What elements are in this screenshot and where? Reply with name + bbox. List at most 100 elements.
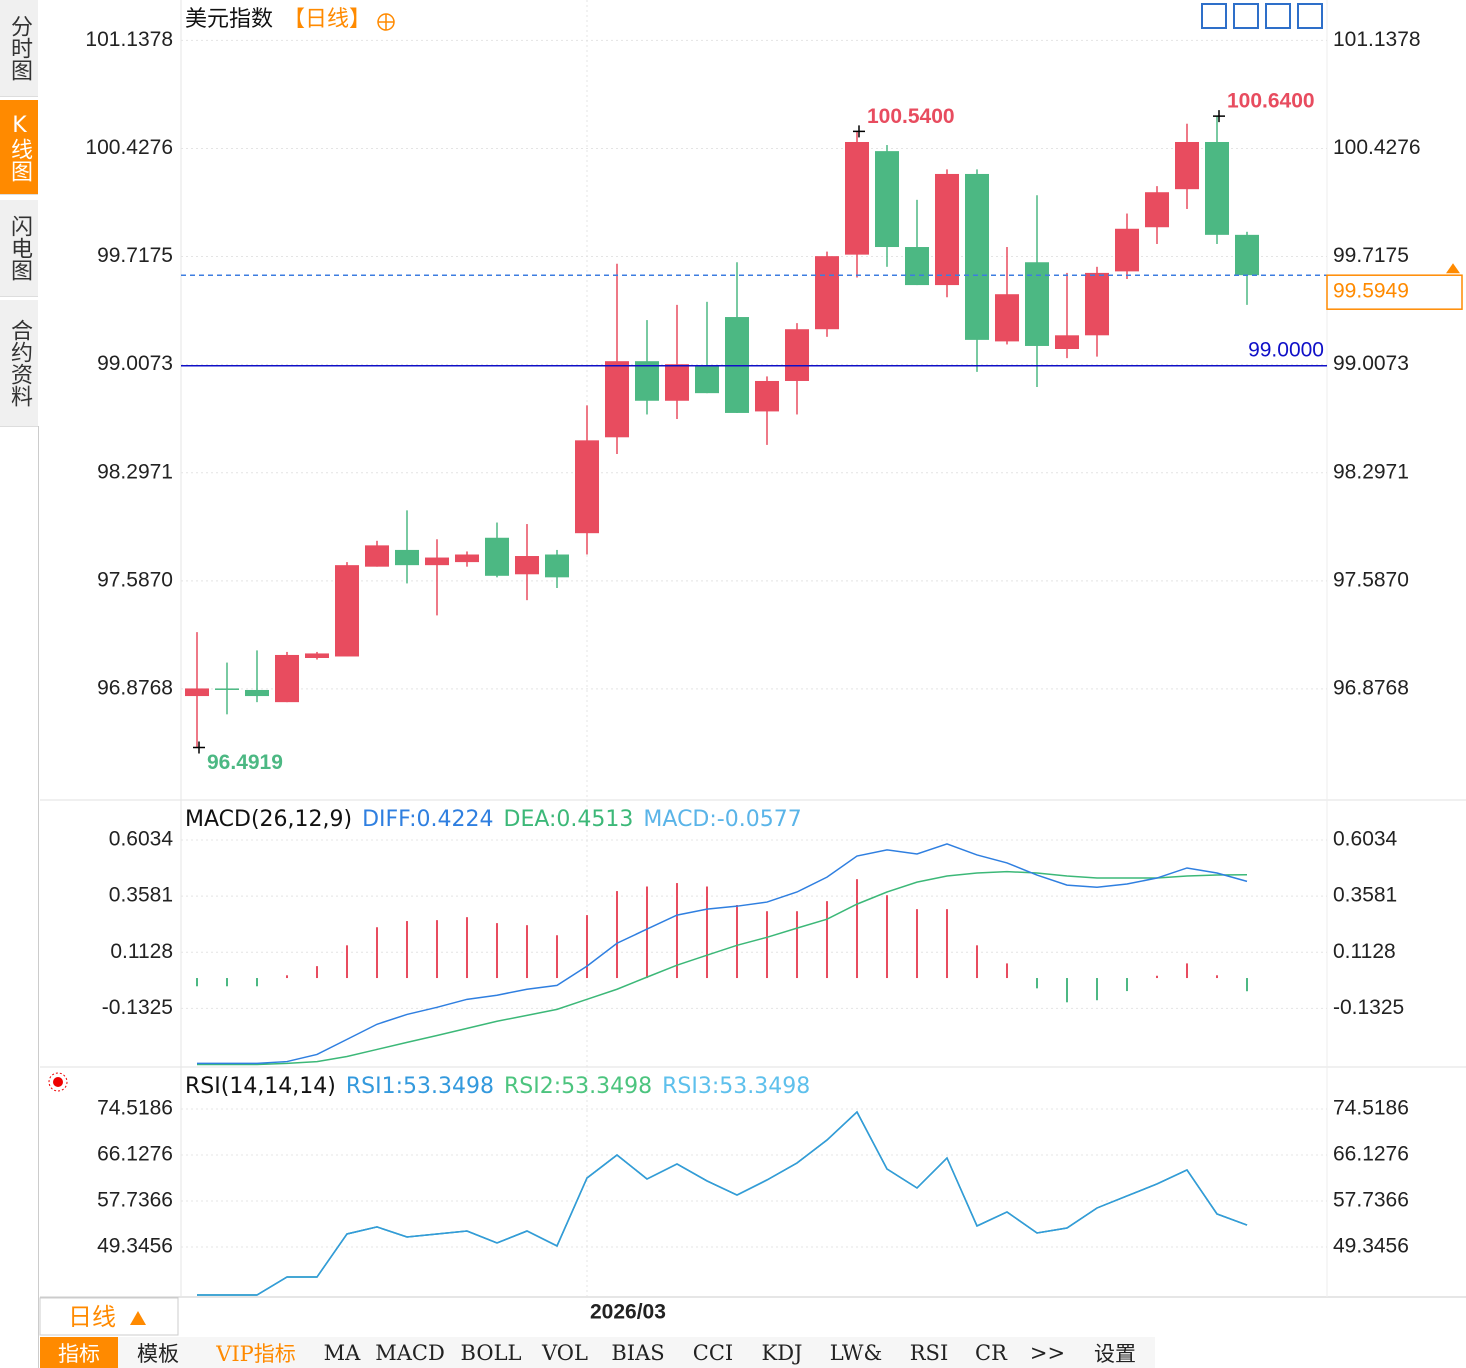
sidebar-tab[interactable]: K线图 (0, 100, 38, 195)
candle-body (875, 151, 899, 248)
reference-label: 99.0000 (1248, 338, 1324, 361)
y-tick-label: 96.8768 (97, 676, 173, 699)
icon[interactable] (1297, 3, 1323, 29)
tab[interactable]: VIP指标 (198, 1337, 315, 1368)
candle-body (545, 554, 569, 578)
last-price-box (1326, 274, 1463, 310)
candle-body (965, 173, 989, 340)
legend-entry: DIFF:0.4224 (362, 807, 493, 832)
y-tick-label-right: 100.4276 (1333, 136, 1421, 159)
extreme-label: 96.4919 (207, 751, 283, 774)
sidebar-tab[interactable]: 分时图 (0, 0, 38, 97)
y-tick-label-right: 74.5186 (1333, 1097, 1409, 1120)
tab[interactable]: CCI (678, 1337, 749, 1368)
candle-body (755, 380, 779, 412)
y-tick-label-right: 0.3581 (1333, 884, 1397, 907)
candle-body (1235, 234, 1259, 276)
y-tick-label: 98.2971 (97, 460, 173, 483)
y-tick-label: 100.4276 (85, 136, 173, 159)
tab[interactable]: 设置 (1075, 1337, 1156, 1368)
candle-body (185, 688, 209, 697)
y-tick-label: 0.1128 (110, 940, 173, 963)
tab[interactable]: RSI (896, 1337, 963, 1368)
period-arrow (130, 1311, 146, 1325)
candle-body (1115, 228, 1139, 272)
y-tick-label-right: 0.1128 (1333, 940, 1396, 963)
tab[interactable]: KDJ (748, 1337, 817, 1368)
sidebar-tab[interactable]: 闪电图 (0, 200, 38, 297)
period-box[interactable] (39, 1297, 179, 1336)
tab[interactable]: BIAS (598, 1337, 679, 1368)
sidebar-tab[interactable]: 合约资料 (0, 300, 38, 427)
y-tick-label: 57.7366 (97, 1189, 173, 1212)
panel-subtitle: 【日线】 (283, 7, 371, 32)
candle-body (1205, 141, 1229, 235)
candle-body (635, 361, 659, 401)
panel-title: MACD(26,12,9) (185, 807, 352, 832)
candle-body (365, 545, 389, 567)
candle-body (725, 317, 749, 413)
tab[interactable]: CR (962, 1337, 1021, 1368)
y-tick-label-right: 98.2971 (1333, 460, 1409, 483)
period-button[interactable]: 日线 (68, 1303, 116, 1331)
candle-body (215, 688, 239, 690)
y-tick-label: 101.1378 (85, 28, 173, 51)
candle-body (1025, 262, 1049, 346)
tab[interactable]: LW& (816, 1337, 897, 1368)
tab[interactable]: MA (314, 1337, 371, 1368)
sun-icon (48, 1072, 68, 1092)
extreme-label: 100.6400 (1227, 90, 1315, 113)
panel-title: RSI(14,14,14) (185, 1074, 336, 1099)
toolbar-icons (1201, 3, 1323, 29)
panel-title: 美元指数 (185, 7, 273, 32)
tab[interactable]: VOL (532, 1337, 599, 1368)
tab[interactable]: MACD (370, 1337, 451, 1368)
legend-entry: MACD:-0.0577 (643, 807, 801, 832)
candle-body (1055, 335, 1079, 350)
tab[interactable]: BOLL (450, 1337, 533, 1368)
candle-body (605, 361, 629, 438)
candle-body (905, 247, 929, 286)
legend-entry: RSI2:53.3498 (504, 1074, 652, 1099)
y-tick-label: 99.0073 (97, 352, 173, 375)
x-tick-label: 2026/03 (590, 1301, 666, 1324)
candle-body (515, 556, 539, 575)
candle-body (245, 689, 269, 697)
y-tick-label: -0.1325 (102, 996, 173, 1019)
icon[interactable] (1265, 3, 1291, 29)
candle-body (335, 565, 359, 657)
series-line (197, 843, 1248, 1065)
y-tick-label: 66.1276 (97, 1143, 173, 1166)
y-tick-label-right: 57.7366 (1333, 1189, 1409, 1212)
candle-body (395, 549, 419, 566)
extreme-marker (853, 125, 865, 138)
last-price-label: 99.5949 (1333, 280, 1409, 303)
y-tick-label-right: 101.1378 (1333, 28, 1421, 51)
icon[interactable] (1233, 3, 1259, 29)
y-tick-label: 74.5186 (97, 1097, 173, 1120)
candle-body (575, 440, 599, 534)
candle-body (1145, 192, 1169, 228)
tab[interactable]: 指标 (40, 1337, 119, 1368)
candle-body (1085, 272, 1109, 336)
extreme-marker (1213, 110, 1225, 123)
candle-body (1175, 141, 1199, 190)
add-icon (378, 14, 394, 30)
tab-fill (1155, 1337, 1466, 1368)
tab[interactable]: 模板 (118, 1337, 199, 1368)
candle-body (995, 294, 1019, 342)
tab[interactable]: >> (1020, 1337, 1076, 1368)
y-tick-label-right: 0.6034 (1333, 827, 1398, 850)
candle-body (425, 557, 449, 566)
y-tick-label-right: 49.3456 (1333, 1235, 1409, 1258)
y-tick-label-right: 99.7175 (1333, 244, 1409, 267)
series-line (197, 1110, 1248, 1296)
y-tick-label-right: 66.1276 (1333, 1143, 1409, 1166)
candle-body (485, 537, 509, 576)
candle-body (305, 653, 329, 659)
icon[interactable] (1201, 3, 1227, 29)
candle-body (695, 365, 719, 394)
candle-body (275, 654, 299, 703)
candle-body (665, 364, 689, 401)
series-line (197, 1110, 1248, 1296)
